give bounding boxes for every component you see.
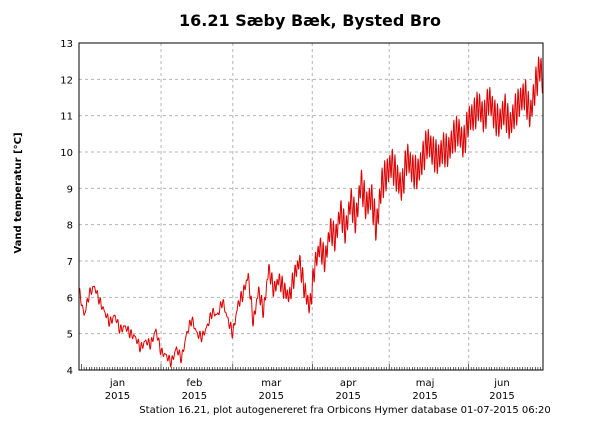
series-line-0 xyxy=(78,56,544,368)
x-tick-label-year: 2015 xyxy=(412,391,437,402)
y-tick-label: 11 xyxy=(60,112,73,123)
chart-title: 16.21 Sæby Bæk, Bysted Bro xyxy=(179,11,441,30)
x-tick-labels: jan 2015 feb 2015 mar 2015 apr 2015 maj 2015 jun 20… xyxy=(105,378,515,402)
y-tick-label: 8 xyxy=(67,221,73,232)
y-tick-label: 7 xyxy=(67,257,73,268)
y-tick-label: 6 xyxy=(67,293,73,304)
y-tick-labels: 4 5 6 7 8 9 10 11 12 13 xyxy=(60,39,73,377)
x-tick-label-month: feb xyxy=(186,378,202,389)
x-tick-label-month: apr xyxy=(340,378,357,389)
y-tick-label: 9 xyxy=(67,184,73,195)
y-axis-label: Vand temperatur [°C] xyxy=(13,132,24,253)
x-axis-day-ticks xyxy=(78,364,544,370)
y-tick-label: 5 xyxy=(67,330,73,341)
series-group xyxy=(78,56,544,368)
x-axis-minor-ticks xyxy=(78,364,544,370)
x-tick-label-year: 2015 xyxy=(489,391,514,402)
y-tick-label: 13 xyxy=(60,39,73,50)
y-tick-label: 4 xyxy=(67,366,73,377)
x-tick-label-year: 2015 xyxy=(105,391,130,402)
y-tick-label: 10 xyxy=(60,148,73,159)
x-tick-label-month: maj xyxy=(416,378,435,389)
x-tick-label-month: jan xyxy=(109,378,125,389)
x-tick-label-month: mar xyxy=(261,378,282,389)
x-tick-label-month: jun xyxy=(493,378,509,389)
x-tick-label-year: 2015 xyxy=(335,391,360,402)
x-gridlines xyxy=(160,43,470,370)
x-tick-label-year: 2015 xyxy=(182,391,207,402)
y-tick-label: 12 xyxy=(60,75,73,86)
chart-footer: Station 16.21, plot autogenereret fra Or… xyxy=(139,405,550,416)
x-tick-label-year: 2015 xyxy=(259,391,284,402)
plot-area-frame xyxy=(78,42,544,371)
